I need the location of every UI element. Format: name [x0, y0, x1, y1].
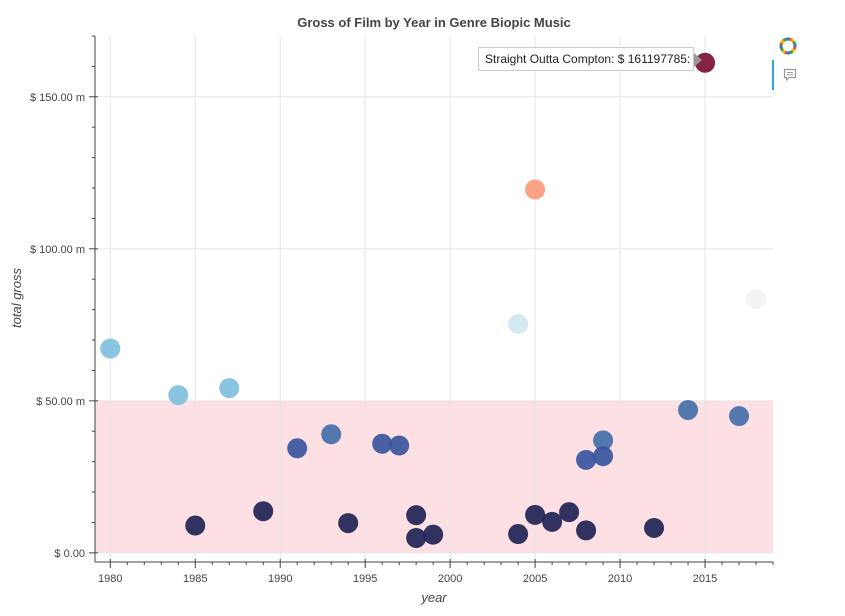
data-point[interactable] — [525, 504, 546, 525]
data-point[interactable] — [644, 517, 665, 538]
chart-title: Gross of Film by Year in Genre Biopic Mu… — [297, 15, 571, 30]
data-point[interactable] — [219, 378, 240, 399]
x-axis-title: year — [420, 590, 447, 605]
x-tick-label: 1990 — [268, 573, 292, 585]
y-tick-label: $ 0.00 — [54, 548, 85, 560]
x-tick-label: 1985 — [183, 573, 207, 585]
x-tick-label: 2010 — [608, 573, 632, 585]
data-point[interactable] — [729, 406, 750, 427]
data-point[interactable] — [508, 313, 529, 334]
y-tick-label: $ 100.00 m — [30, 244, 85, 256]
data-point[interactable] — [321, 424, 342, 445]
data-point[interactable] — [542, 511, 563, 532]
data-point[interactable] — [185, 515, 206, 536]
x-tick-label: 2000 — [438, 573, 462, 585]
y-axis-title: total gross — [9, 268, 24, 328]
data-point[interactable] — [559, 502, 580, 523]
data-point[interactable] — [168, 385, 189, 406]
x-tick-label: 1995 — [353, 573, 377, 585]
data-point[interactable] — [338, 513, 359, 534]
data-point[interactable] — [389, 435, 410, 456]
data-point[interactable] — [100, 338, 121, 359]
x-tick-label: 2015 — [693, 573, 717, 585]
y-tick-label: $ 150.00 m — [30, 92, 85, 104]
bokeh-logo-icon[interactable] — [778, 36, 798, 56]
data-point[interactable] — [576, 520, 597, 541]
data-point[interactable] — [593, 430, 614, 451]
chart-toolbar — [772, 34, 802, 94]
data-point[interactable] — [678, 399, 699, 420]
data-point[interactable] — [406, 527, 427, 548]
data-point[interactable] — [593, 446, 614, 467]
hover-tool-icon[interactable] — [772, 60, 802, 90]
data-point[interactable] — [287, 438, 308, 459]
x-tick-label: 2005 — [523, 573, 547, 585]
tooltip-pointer-icon — [694, 53, 702, 67]
hover-tooltip: Straight Outta Compton: $ 161197785: — [478, 47, 694, 71]
data-point[interactable] — [525, 179, 546, 200]
x-tick-label: 1980 — [98, 573, 122, 585]
data-point[interactable] — [423, 524, 444, 545]
data-point[interactable] — [253, 501, 274, 522]
y-tick-label: $ 50.00 m — [36, 396, 85, 408]
data-point[interactable] — [576, 449, 597, 470]
data-point[interactable] — [508, 524, 529, 545]
data-point[interactable] — [746, 289, 767, 309]
data-point[interactable] — [406, 505, 427, 526]
data-point[interactable] — [372, 433, 393, 454]
